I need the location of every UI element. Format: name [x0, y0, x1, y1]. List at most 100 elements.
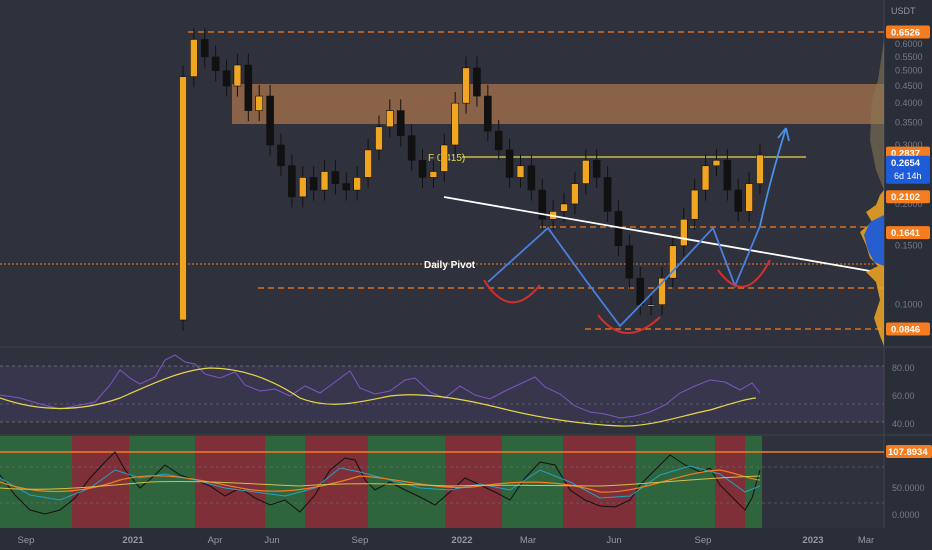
price-tag-value: 0.2837 — [891, 149, 920, 160]
rsi-line — [0, 354, 761, 419]
time-axis-labels: Sep 2021 Apr Jun Sep 2022 Mar Jun Sep 2023 Mar — [18, 535, 875, 546]
rsi-band — [0, 366, 884, 422]
candlesticks — [179, 28, 764, 331]
stoch-band — [715, 436, 745, 528]
time-axis — [0, 528, 932, 550]
candle-body — [277, 144, 285, 167]
candle-body — [211, 56, 220, 72]
cup-arc-left — [483, 279, 541, 304]
price-tick-label: 0.4500 — [895, 81, 923, 91]
candle-body — [745, 183, 753, 212]
price-tick-label: 0.1500 — [895, 241, 923, 251]
time-axis-label: Mar — [858, 535, 874, 546]
candle-body — [255, 95, 264, 111]
stoch-band — [745, 436, 762, 528]
candle-body — [494, 130, 503, 151]
stoch-band — [636, 436, 715, 528]
cup-arc-right — [717, 259, 771, 288]
stoch-d-line — [0, 465, 761, 501]
price-tag-value: 0.0846 — [891, 325, 920, 336]
candle-body — [690, 189, 699, 220]
volume-profile-blue — [864, 215, 884, 266]
candle-body — [233, 64, 242, 87]
candle-body — [375, 126, 383, 151]
price-tick-label: 0.2000 — [895, 199, 923, 209]
time-axis-label: Mar — [520, 535, 536, 546]
time-axis-label: Sep — [695, 535, 712, 546]
candle-body — [527, 165, 536, 191]
candle-body — [669, 245, 677, 279]
price-tick-label: 0.4000 — [895, 98, 923, 108]
stoch-band — [72, 436, 129, 528]
candle-body — [266, 95, 274, 146]
candle-body — [190, 39, 198, 77]
candle-body — [364, 149, 372, 178]
price-tick-label: 0.5500 — [895, 52, 923, 62]
projection-arrow — [759, 127, 787, 227]
stoch-tick-label: 0.0000 — [892, 510, 920, 520]
arrow-head-icon — [777, 127, 790, 142]
candle-body — [462, 67, 470, 104]
time-axis-label: Jun — [264, 535, 279, 546]
candle-body — [407, 135, 416, 161]
stoch-band — [0, 436, 72, 528]
price-tick-label: 0.3000 — [895, 140, 923, 150]
candle-body — [440, 144, 449, 172]
candle-body — [592, 159, 601, 178]
price-tag-value: 0.6526 — [891, 28, 920, 39]
time-axis-label: Sep — [352, 535, 369, 546]
candle-body — [701, 165, 710, 191]
candle-body — [505, 149, 514, 178]
candle-body — [636, 277, 645, 305]
candle-body — [451, 102, 459, 146]
candle-body — [353, 177, 361, 191]
candle-body — [342, 183, 351, 191]
candle-body — [582, 159, 590, 184]
price-tag — [886, 226, 930, 240]
price-tag-value: 0.2654 — [891, 158, 921, 169]
time-axis-label: Apr — [208, 535, 223, 546]
price-tick-label: 0.3500 — [895, 118, 923, 128]
daily-pivot-label: Daily Pivot — [424, 260, 476, 271]
time-axis-label: Sep — [18, 535, 35, 546]
rsi-ma-line — [0, 367, 757, 427]
pattern-zigzag — [487, 225, 761, 328]
rsi-tick-label: 80.00 — [892, 363, 915, 373]
rsi-tick-label: 60.00 — [892, 391, 915, 401]
candle-body — [734, 189, 743, 212]
price-tag — [886, 25, 930, 39]
candle-body — [418, 159, 427, 178]
time-axis-label: 2021 — [122, 535, 144, 546]
stoch-tick-label: 50.0000 — [892, 483, 925, 493]
time-axis-label: 2023 — [802, 535, 823, 546]
stoch-value-tag — [886, 445, 932, 458]
time-axis-label: Jun — [606, 535, 621, 546]
candle-body — [179, 76, 187, 321]
candle-body — [538, 189, 547, 220]
price-tick-label: 0.6000 — [895, 39, 923, 49]
candle-body — [712, 159, 721, 167]
rsi-tick-label: 40.00 — [892, 419, 915, 429]
currency-label: USDT — [891, 6, 916, 16]
candle-body — [298, 177, 307, 198]
candle-body — [647, 304, 655, 307]
rsi-axis-ticks: 80.00 60.00 40.00 — [892, 363, 915, 429]
candle-body — [309, 177, 318, 191]
countdown-label: 6d 14h — [894, 171, 922, 181]
volume-profile-upper — [870, 40, 884, 190]
stoch-signal-line — [0, 469, 761, 493]
cup-arcs — [483, 259, 771, 334]
candle-body — [516, 165, 525, 178]
price-tag-value: 0.1641 — [891, 228, 921, 239]
stoch-slow-line — [0, 475, 761, 490]
price-tag — [886, 190, 930, 204]
candle-body — [484, 95, 492, 132]
stoch-k-line — [0, 451, 761, 515]
candle-body — [396, 110, 405, 136]
price-tag — [886, 155, 930, 184]
candle-body — [560, 203, 568, 212]
candle-body — [320, 171, 329, 191]
candle-body — [625, 245, 634, 279]
